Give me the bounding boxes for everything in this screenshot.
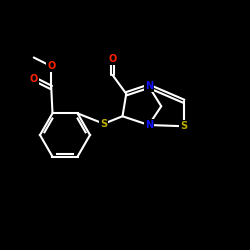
Text: O: O (30, 74, 38, 84)
Text: O: O (108, 54, 116, 64)
Text: O: O (30, 74, 38, 84)
Text: S: S (180, 121, 187, 131)
Text: N: N (145, 120, 153, 130)
Text: O: O (47, 61, 55, 71)
Text: S: S (100, 119, 107, 129)
Text: O: O (47, 61, 55, 71)
Text: O: O (108, 54, 116, 64)
Text: N: N (145, 81, 153, 91)
Text: S: S (100, 119, 107, 129)
